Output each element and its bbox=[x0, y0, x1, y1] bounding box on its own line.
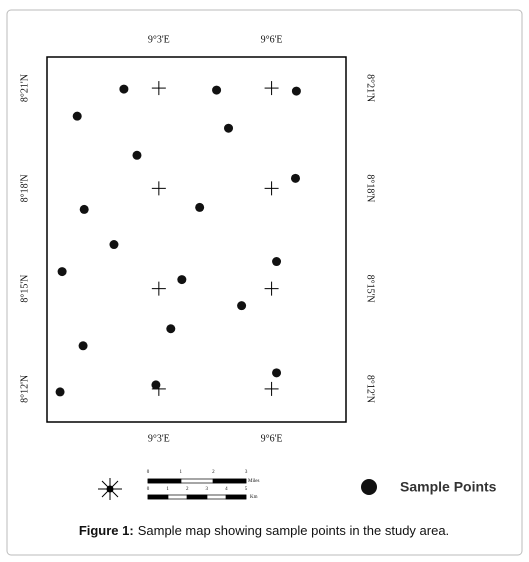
sample-point bbox=[290, 173, 300, 183]
sample-point bbox=[55, 387, 65, 397]
x-tick-label: 9°6'E bbox=[261, 433, 283, 444]
sample-point bbox=[272, 257, 282, 267]
sample-point bbox=[291, 86, 301, 96]
legend-label: Sample Points bbox=[400, 479, 497, 495]
y-tick-label: 8°21'N bbox=[19, 74, 30, 102]
map-frame bbox=[46, 56, 347, 423]
caption: Figure 1: Sample map showing sample point… bbox=[79, 523, 449, 538]
scale-label: 5 bbox=[245, 487, 248, 492]
scale-label: 3 bbox=[206, 487, 209, 492]
sample-point bbox=[166, 324, 176, 334]
y-tick-label: 8°15'N bbox=[365, 275, 376, 303]
scale-label: 4 bbox=[225, 487, 228, 492]
x-tick-label: 9°3'E bbox=[148, 34, 170, 45]
sample-point bbox=[272, 368, 282, 378]
figure-border bbox=[6, 9, 523, 556]
y-tick-label: 8°12'N bbox=[365, 375, 376, 403]
north-arrow bbox=[98, 478, 122, 500]
scale-label: 2 bbox=[186, 487, 189, 492]
sample-point bbox=[132, 150, 142, 160]
scale-label: 3 bbox=[245, 470, 248, 475]
legend-marker bbox=[361, 479, 377, 495]
scale-label: 2 bbox=[212, 470, 215, 475]
scale-label: 0 bbox=[147, 487, 150, 492]
y-tick-label: 8°18'N bbox=[365, 174, 376, 202]
sample-point bbox=[78, 341, 88, 351]
sample-point bbox=[109, 240, 119, 250]
sample-point bbox=[119, 84, 129, 94]
caption-label: Figure 1: bbox=[79, 523, 134, 538]
sample-point bbox=[177, 275, 187, 285]
caption-text: Sample map showing sample points in the … bbox=[138, 523, 449, 538]
scale-label: 0 bbox=[147, 470, 150, 475]
sample-point bbox=[224, 123, 234, 133]
sample-point bbox=[237, 301, 247, 311]
y-tick-label: 8°21'N bbox=[365, 74, 376, 102]
sample-point bbox=[72, 111, 82, 121]
y-tick-label: 8°12'N bbox=[19, 375, 30, 403]
sample-point bbox=[57, 267, 67, 277]
x-tick-label: 9°3'E bbox=[148, 433, 170, 444]
sample-point bbox=[195, 202, 205, 212]
y-tick-label: 8°18'N bbox=[19, 174, 30, 202]
sample-point bbox=[79, 204, 89, 214]
y-tick-label: 8°15'N bbox=[19, 275, 30, 303]
sample-point bbox=[151, 380, 161, 390]
scale-bar bbox=[147, 478, 247, 500]
scale-label: 1 bbox=[179, 470, 182, 475]
scale-unit: Miles bbox=[248, 479, 259, 484]
sample-point bbox=[212, 85, 222, 95]
x-tick-label: 9°6'E bbox=[261, 34, 283, 45]
scale-label: 1 bbox=[166, 487, 169, 492]
scale-unit: Km bbox=[250, 495, 258, 500]
